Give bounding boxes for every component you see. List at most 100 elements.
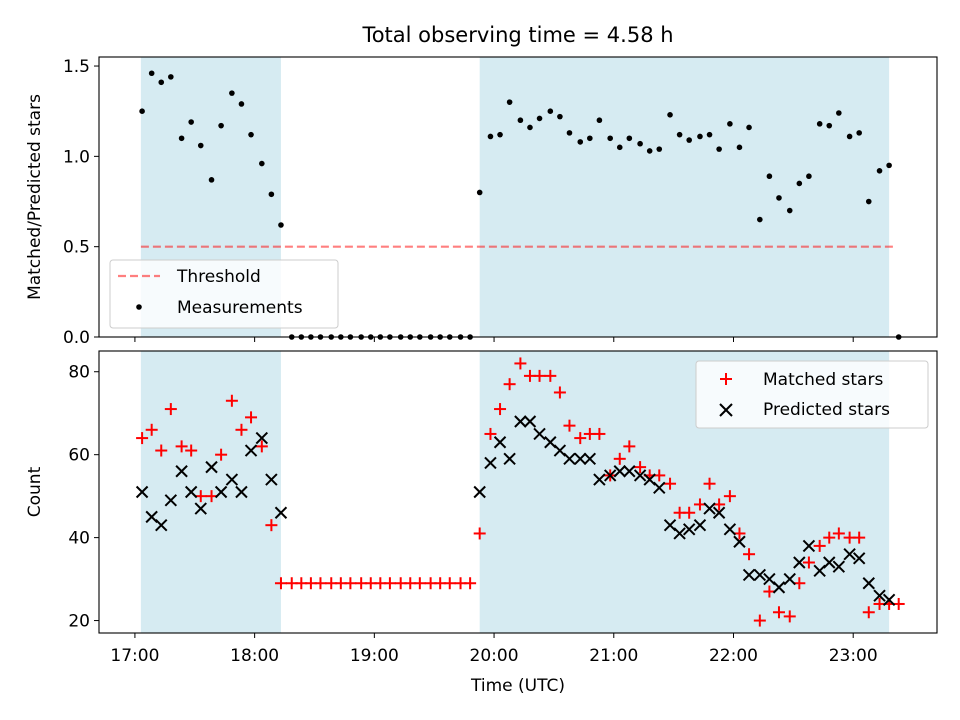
matched-star-point <box>484 427 497 440</box>
matched-star-point <box>265 519 278 532</box>
matched-star-point <box>383 577 396 590</box>
measurement-point <box>676 131 683 138</box>
x-axis-label: Time (UTC) <box>470 676 565 696</box>
predicted-star-point <box>603 469 617 482</box>
predicted-star-point <box>255 431 269 445</box>
measurement-point <box>706 131 713 138</box>
x-b <box>733 535 746 548</box>
matched-star-point <box>733 527 746 540</box>
predicted-star-point <box>703 502 716 515</box>
measurement-point <box>497 131 503 138</box>
x-b <box>205 460 218 474</box>
predicted-star-point <box>693 518 707 532</box>
measurement-point <box>259 160 265 167</box>
measurement-point <box>506 99 513 105</box>
predicted-star-point <box>873 589 886 602</box>
legend-measurements-label: Measurements <box>177 298 303 318</box>
matched-star-point <box>255 440 268 453</box>
predicted-star-point <box>753 568 767 582</box>
measurement-point <box>517 117 524 124</box>
matched-star-point <box>413 577 426 590</box>
x-b <box>593 473 606 486</box>
x-b <box>802 539 816 553</box>
x-b <box>563 452 576 466</box>
predicted-star-point <box>184 485 198 499</box>
measurement-point <box>238 101 245 107</box>
matched-star-point <box>772 606 785 619</box>
measurement-point <box>856 130 862 136</box>
legend-matched-swatch <box>720 373 732 385</box>
matched-star-point <box>743 548 756 561</box>
x-b <box>553 444 567 457</box>
legend-predicted-label: Predicted stars <box>763 400 890 420</box>
x-b <box>194 502 207 515</box>
matched-star-point <box>802 556 815 569</box>
matched-star-point <box>862 606 875 619</box>
y-tick-label: 20 <box>68 612 90 632</box>
predicted-star-point <box>832 560 846 573</box>
y-tick-label: 0.5 <box>63 238 90 258</box>
predicted-star-point <box>623 465 636 478</box>
x-b <box>574 452 587 466</box>
predicted-star-point <box>533 427 546 441</box>
x-b <box>523 415 537 428</box>
matched-star-point <box>215 448 228 461</box>
matched-star-point <box>713 498 726 511</box>
matched-star-point <box>225 394 238 407</box>
matched-star-point <box>793 577 806 590</box>
measurement-point <box>208 177 215 183</box>
predicted-star-point <box>783 572 796 586</box>
predicted-star-point <box>723 523 737 536</box>
x-b <box>703 502 716 515</box>
measurement-point <box>218 122 224 129</box>
measurement-point <box>746 124 752 131</box>
x-b <box>274 506 288 519</box>
x-b <box>763 572 776 586</box>
measurement-point <box>826 122 833 129</box>
x-b <box>603 469 617 482</box>
matched-star-point <box>832 527 845 540</box>
matched-star-point <box>155 444 168 457</box>
x-b <box>882 593 896 607</box>
predicted-star-point <box>712 506 726 519</box>
measurement-point <box>667 112 673 118</box>
axes-frame <box>98 56 938 338</box>
matched-star-point <box>145 423 158 436</box>
predicted-star-point <box>175 465 188 478</box>
measurement-point <box>139 108 145 114</box>
predicted-star-point <box>682 523 696 536</box>
predicted-star-point <box>214 485 228 499</box>
x-b <box>265 473 278 486</box>
legend-threshold-label: Threshold <box>176 267 261 287</box>
predicted-star-point <box>194 502 207 515</box>
measurement-point <box>158 79 165 86</box>
measurement-point <box>656 146 663 152</box>
predicted-star-point <box>733 535 746 548</box>
y-tick-label: 60 <box>68 446 90 466</box>
measurement-point <box>248 131 254 138</box>
x-b <box>225 473 239 486</box>
measurement-point <box>637 140 643 147</box>
legend-matched-label: Matched stars <box>763 370 883 390</box>
measurement-point <box>487 133 494 140</box>
measurement-point <box>168 74 174 80</box>
x-b <box>823 556 836 569</box>
x-b <box>623 465 636 478</box>
x-tick-label: 23:00 <box>829 646 878 666</box>
predicted-star-point <box>583 452 597 466</box>
predicted-star-point <box>523 415 537 428</box>
matched-star-point <box>245 411 258 424</box>
measurement-point <box>278 222 284 228</box>
measurement-point <box>716 146 722 152</box>
measurement-point <box>596 117 603 124</box>
predicted-star-point <box>235 485 248 499</box>
x-b <box>583 452 597 466</box>
measurement-point <box>188 119 194 125</box>
measurement-point <box>876 168 883 174</box>
matched-star-point <box>563 419 576 432</box>
matched-star-point <box>623 440 636 453</box>
x-b <box>155 518 168 532</box>
matched-star-point <box>194 490 207 503</box>
x-b <box>742 568 756 582</box>
x-b <box>533 427 546 441</box>
